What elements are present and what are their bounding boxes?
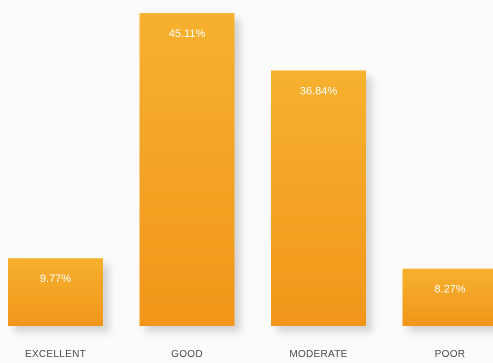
category-label-good: GOOD [171,349,203,360]
value-label-excellent: 9.77% [40,273,71,285]
value-label-good: 45.11% [169,28,206,40]
value-label-poor: 8.27% [434,284,465,296]
category-labels: EXCELLENT GOOD MODERATE POOR [25,349,465,360]
bar-poor [402,268,493,326]
category-label-poor: POOR [435,349,466,360]
bar-excellent [8,258,103,326]
category-label-moderate: MODERATE [289,349,347,360]
bar-moderate [271,70,366,326]
category-label-excellent: EXCELLENT [25,349,86,360]
value-label-moderate: 36.84% [300,85,338,97]
bar-good [139,13,235,326]
value-labels: 9.77% 45.11% 36.84% 8.27% [40,28,466,296]
bars [8,13,493,326]
